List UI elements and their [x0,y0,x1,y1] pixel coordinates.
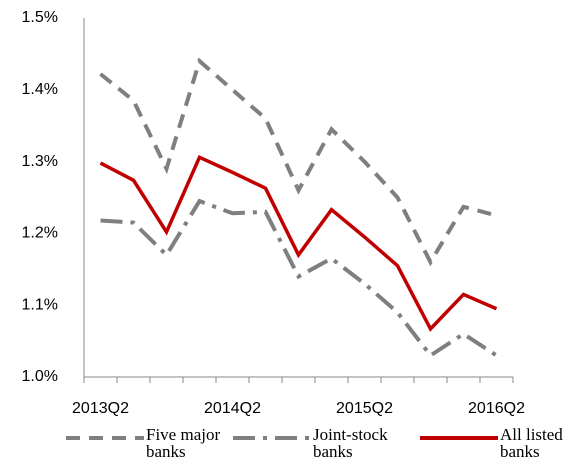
y-tick-label: 1.4% [22,81,58,98]
chart: 1.0% 1.1% 1.2% 1.3% 1.4% 1.5% 2013Q2 2014Q2 2015… [22,9,526,417]
y-tick-label: 1.1% [22,296,58,313]
y-tick-label: 1.3% [22,153,58,170]
x-tick-label: 2013Q2 [72,400,129,417]
x-tick-label: 2016Q2 [468,400,525,417]
legend-swatch [420,436,498,440]
legend-swatch [233,436,311,440]
x-tick-label: 2014Q2 [204,400,261,417]
series-line [99,154,498,332]
legend-swatch [66,436,144,440]
legend-label: Joint-stock banks [313,425,388,461]
series-line [99,57,498,267]
legend-label: Five major banks [146,425,221,461]
legend-label: All listed banks [500,425,563,461]
y-tick-label: 1.0% [22,368,58,385]
y-tick-label: 1.5% [22,9,58,26]
y-tick-label: 1.2% [22,225,58,242]
x-tick-label: 2015Q2 [336,400,393,417]
series-line [100,198,498,359]
